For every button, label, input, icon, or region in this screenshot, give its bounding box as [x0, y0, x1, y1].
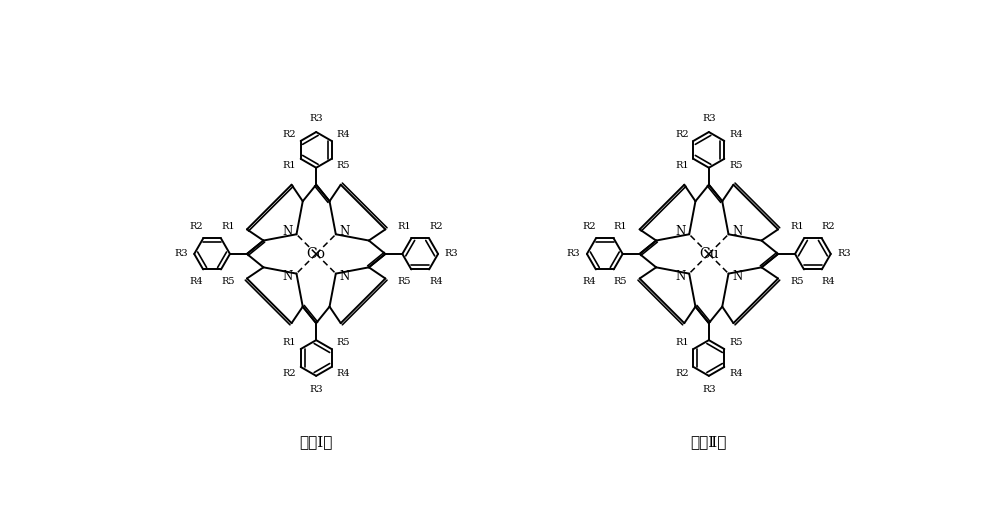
Text: R3: R3 [702, 114, 716, 123]
Text: R2: R2 [282, 130, 296, 139]
Text: R5: R5 [336, 338, 350, 347]
Text: R4: R4 [336, 369, 350, 378]
Text: N: N [340, 270, 350, 283]
Text: N: N [732, 225, 742, 238]
Text: R2: R2 [582, 222, 596, 231]
Text: R1: R1 [282, 161, 296, 170]
Text: R3: R3 [309, 114, 323, 123]
Text: R1: R1 [675, 161, 689, 170]
Text: R2: R2 [190, 222, 203, 231]
Text: R4: R4 [190, 276, 203, 286]
Text: R5: R5 [336, 161, 350, 170]
Text: R2: R2 [675, 130, 689, 139]
Text: R1: R1 [221, 222, 235, 231]
Text: R4: R4 [729, 130, 743, 139]
Text: R1: R1 [282, 338, 296, 347]
Text: R3: R3 [174, 249, 188, 259]
Text: Cu: Cu [699, 247, 719, 261]
Text: R5: R5 [791, 276, 804, 286]
Text: R4: R4 [336, 130, 350, 139]
Text: R5: R5 [221, 276, 234, 286]
Text: R5: R5 [729, 338, 743, 347]
Text: R1: R1 [614, 222, 627, 231]
Text: R3: R3 [567, 249, 580, 259]
Text: R3: R3 [702, 385, 716, 394]
Text: N: N [283, 225, 293, 238]
Text: R2: R2 [822, 222, 835, 231]
Text: R4: R4 [822, 276, 835, 286]
Text: R4: R4 [729, 369, 743, 378]
Text: R2: R2 [675, 369, 689, 378]
Text: R3: R3 [445, 249, 458, 259]
Text: R1: R1 [790, 222, 804, 231]
Text: R5: R5 [729, 161, 743, 170]
Text: R2: R2 [429, 222, 443, 231]
Text: R2: R2 [282, 369, 296, 378]
Text: R3: R3 [309, 385, 323, 394]
Text: N: N [732, 270, 742, 283]
Text: N: N [675, 270, 685, 283]
Text: N: N [340, 225, 350, 238]
Text: Co: Co [307, 247, 326, 261]
Text: N: N [283, 270, 293, 283]
Text: R1: R1 [398, 222, 411, 231]
Text: R5: R5 [398, 276, 411, 286]
Text: R4: R4 [582, 276, 596, 286]
Text: R1: R1 [675, 338, 689, 347]
Text: R4: R4 [429, 276, 443, 286]
Text: N: N [675, 225, 685, 238]
Text: R3: R3 [837, 249, 851, 259]
Text: R5: R5 [614, 276, 627, 286]
Text: 式（Ⅱ）: 式（Ⅱ） [691, 435, 727, 449]
Text: 式（Ⅰ）: 式（Ⅰ） [299, 435, 333, 449]
